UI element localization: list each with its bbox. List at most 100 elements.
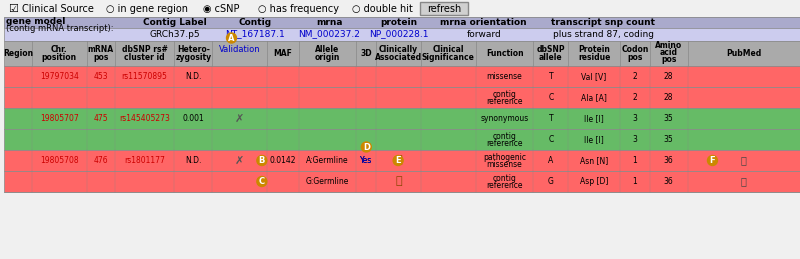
Text: Asn [N]: Asn [N] — [580, 156, 608, 165]
Text: Ile [I]: Ile [I] — [584, 135, 604, 144]
Text: mRNA: mRNA — [88, 45, 114, 54]
Text: Clinical: Clinical — [433, 45, 464, 54]
Text: D: D — [362, 142, 370, 152]
Text: G:Germline: G:Germline — [306, 177, 349, 186]
Bar — [4, 41, 800, 66]
Text: cluster id: cluster id — [124, 53, 165, 62]
Text: 475: 475 — [94, 114, 108, 123]
Text: 35: 35 — [664, 114, 674, 123]
Text: Val [V]: Val [V] — [582, 72, 606, 81]
Text: plus strand 87, coding: plus strand 87, coding — [553, 30, 654, 39]
Text: contig: contig — [493, 174, 517, 183]
Text: N.D.: N.D. — [185, 156, 202, 165]
Text: 36: 36 — [664, 177, 674, 186]
Bar — [4, 17, 800, 41]
Text: Yes: Yes — [360, 156, 373, 165]
Bar — [4, 66, 800, 87]
Bar — [4, 17, 800, 28]
Text: Protein: Protein — [578, 45, 610, 54]
Circle shape — [362, 142, 371, 152]
Text: N.D.: N.D. — [185, 72, 202, 81]
Text: NP_000228.1: NP_000228.1 — [370, 30, 429, 39]
Text: reference: reference — [486, 181, 523, 190]
Text: T: T — [549, 72, 553, 81]
Text: 3D: 3D — [361, 49, 372, 58]
Text: rs145405273: rs145405273 — [119, 114, 170, 123]
Text: rs1801177: rs1801177 — [124, 156, 165, 165]
Text: dbSNP: dbSNP — [537, 45, 565, 54]
Text: ◉ cSNP: ◉ cSNP — [203, 4, 240, 13]
Text: pos: pos — [93, 53, 108, 62]
Text: ○ double hit: ○ double hit — [352, 4, 414, 13]
Text: 35: 35 — [664, 135, 674, 144]
Text: transcript snp count: transcript snp count — [551, 18, 655, 27]
Text: ○ has frequency: ○ has frequency — [258, 4, 339, 13]
Text: 🚶: 🚶 — [395, 176, 402, 186]
Text: origin: origin — [315, 53, 340, 62]
Text: 453: 453 — [94, 72, 108, 81]
Text: A:Germline: A:Germline — [306, 156, 349, 165]
Text: protein: protein — [381, 18, 418, 27]
Text: ✗: ✗ — [234, 155, 244, 166]
Text: Validation: Validation — [218, 45, 260, 54]
Text: F: F — [710, 156, 715, 165]
Text: 1: 1 — [633, 156, 638, 165]
Bar — [4, 0, 800, 17]
Text: missense: missense — [486, 160, 522, 169]
Text: NM_000237.2: NM_000237.2 — [298, 30, 361, 39]
Bar — [4, 129, 800, 150]
Text: 28: 28 — [664, 72, 674, 81]
Text: pathogenic: pathogenic — [483, 153, 526, 162]
Text: reference: reference — [486, 139, 523, 148]
Circle shape — [393, 155, 403, 166]
Text: GRCh37.p5: GRCh37.p5 — [150, 30, 201, 39]
Bar — [4, 150, 800, 171]
Text: 19805708: 19805708 — [40, 156, 78, 165]
Text: pos: pos — [661, 54, 676, 63]
Text: 3: 3 — [633, 135, 638, 144]
Text: rs11570895: rs11570895 — [122, 72, 167, 81]
Text: Associated: Associated — [375, 53, 422, 62]
Bar — [4, 108, 800, 129]
Text: T: T — [549, 114, 553, 123]
Circle shape — [257, 176, 267, 186]
Text: 1: 1 — [633, 177, 638, 186]
Text: residue: residue — [578, 53, 610, 62]
Text: Clinically: Clinically — [379, 45, 418, 54]
Text: 📋: 📋 — [741, 155, 746, 166]
Text: gene model: gene model — [6, 17, 66, 25]
Bar — [4, 171, 800, 192]
Bar — [420, 2, 468, 15]
Text: E: E — [395, 156, 401, 165]
Circle shape — [707, 155, 718, 166]
Text: mrna: mrna — [316, 18, 342, 27]
Text: Ala [A]: Ala [A] — [581, 93, 607, 102]
Text: 0.0142: 0.0142 — [270, 156, 296, 165]
Bar — [4, 87, 800, 108]
Text: PubMed: PubMed — [726, 49, 762, 58]
Circle shape — [226, 33, 237, 43]
Text: reference: reference — [486, 97, 523, 106]
Text: C: C — [548, 135, 554, 144]
Text: 0.001: 0.001 — [182, 114, 204, 123]
Text: ✗: ✗ — [234, 113, 244, 124]
Text: Function: Function — [486, 49, 523, 58]
Text: NT_167187.1: NT_167187.1 — [225, 30, 285, 39]
Text: B: B — [258, 156, 265, 165]
Text: (contig mRNA transcript):: (contig mRNA transcript): — [6, 24, 114, 32]
Text: Region: Region — [3, 49, 34, 58]
Text: Allele: Allele — [315, 45, 340, 54]
Text: Clinical Source: Clinical Source — [22, 4, 94, 13]
Text: 3: 3 — [633, 114, 638, 123]
Text: contig: contig — [493, 132, 517, 141]
Text: ☑: ☑ — [8, 4, 18, 13]
Text: 🚶: 🚶 — [395, 155, 402, 166]
Text: Chr.: Chr. — [51, 45, 68, 54]
Text: 476: 476 — [94, 156, 108, 165]
Text: Contig: Contig — [238, 18, 271, 27]
Text: 📋: 📋 — [741, 176, 746, 186]
Text: synonymous: synonymous — [481, 114, 529, 123]
Text: Contig Label: Contig Label — [143, 18, 207, 27]
Text: forward: forward — [466, 30, 501, 39]
Text: Asp [D]: Asp [D] — [580, 177, 608, 186]
